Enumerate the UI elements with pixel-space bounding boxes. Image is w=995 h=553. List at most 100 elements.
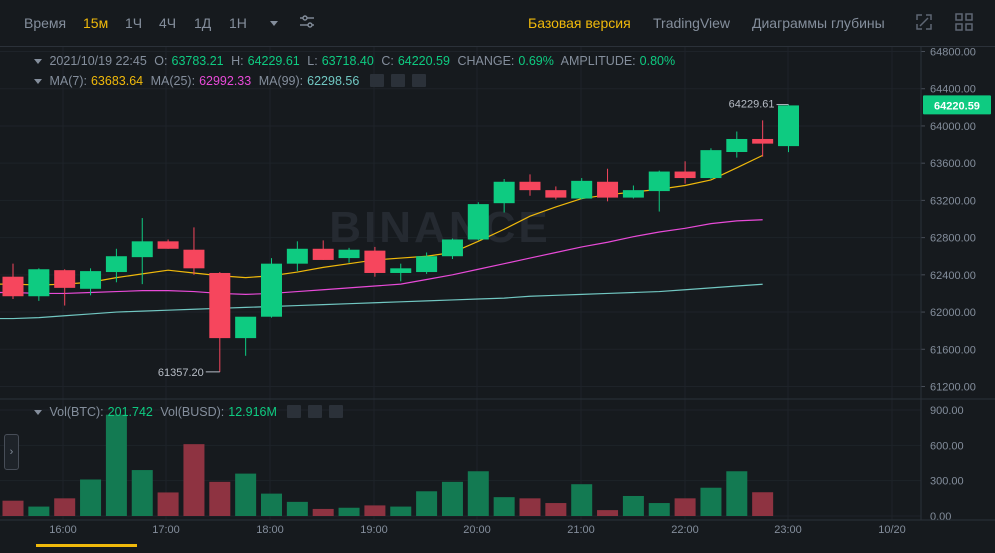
collapse-ma-icon[interactable] (34, 79, 42, 85)
volume-bar (338, 507, 360, 516)
price-tick-label: 62000.00 (930, 307, 976, 319)
candle-body (622, 190, 644, 198)
price-tick-label: 64800.00 (930, 47, 976, 59)
legend-datetime: 2021/10/19 22:45 (49, 54, 147, 68)
remove-ma-icon[interactable] (411, 74, 426, 88)
volume-bars (2, 414, 774, 516)
expand-panel-toggle[interactable]: › (4, 434, 19, 470)
time-tick-label: 16:00 (49, 524, 77, 536)
volume-bar (235, 473, 257, 516)
candle-body (597, 181, 619, 198)
candle-body (467, 204, 489, 240)
interval-4h[interactable]: 4Ч (159, 15, 177, 31)
high-label: H: (231, 54, 244, 68)
volume-bar (54, 498, 76, 516)
candle-body (286, 248, 308, 264)
layout-grid-icon[interactable] (954, 12, 974, 32)
high-marker-label: 64229.61 (729, 99, 775, 111)
ma25-line (0, 219, 763, 295)
candlestick-chart[interactable]: BINANCE 64800.00 64400.00 64000.00 63600.00… (0, 47, 995, 548)
low-value: 63718.40 (321, 54, 374, 68)
ma-legend: MA(7): 63683.64 MA(25): 62992.33 MA(99): 62… (34, 74, 430, 88)
close-value: 64220.59 (397, 54, 450, 68)
remove-volume-icon[interactable] (329, 405, 344, 419)
interval-dropdown-icon[interactable] (266, 12, 286, 32)
interval-1d[interactable]: 1Д (194, 15, 212, 31)
active-tab-underline (36, 544, 137, 547)
volume-bar (261, 493, 282, 516)
candle-body (364, 250, 386, 273)
volume-bar (364, 505, 386, 516)
axes: 64800.00 64400.00 64000.00 63600.00 63200.00… (0, 47, 995, 536)
view-basic[interactable]: Базовая версия (528, 15, 631, 31)
volume-bar (648, 503, 670, 516)
price-tick-label: 61600.00 (930, 344, 976, 356)
interval-15m[interactable]: 15м (83, 15, 109, 31)
collapse-legend-icon[interactable] (34, 59, 42, 65)
volume-tick-label: 300.00 (930, 476, 964, 488)
ma99-line (0, 283, 763, 320)
candle-body (674, 171, 696, 179)
candle-body (157, 241, 179, 249)
low-label: L: (307, 54, 318, 68)
candle-body (209, 272, 231, 339)
ma99-value: 62298.56 (307, 74, 360, 88)
volume-bar (545, 503, 567, 516)
time-tick-label: 19:00 (360, 524, 388, 536)
change-label: CHANGE: (457, 54, 515, 68)
vol-busd-value: 12.916M (228, 405, 277, 419)
volume-bar (519, 498, 541, 516)
volume-tick-label: 0.00 (930, 511, 951, 523)
high-value: 64229.61 (247, 54, 300, 68)
candle-body (261, 263, 282, 317)
candle-body (338, 249, 360, 259)
volume-tick-label: 900.00 (930, 405, 964, 417)
volume-settings-icon[interactable] (308, 405, 323, 419)
collapse-volume-icon[interactable] (34, 410, 42, 416)
ma7-value: 63683.64 (90, 74, 144, 88)
volume-bar (209, 481, 231, 516)
candle-body (700, 150, 722, 179)
volume-bar (752, 492, 774, 516)
volume-bar (571, 484, 593, 516)
chart-area[interactable]: BINANCE 64800.00 64400.00 64000.00 63600.00… (0, 47, 995, 548)
ma-settings-icon[interactable] (390, 74, 405, 88)
candle-body (235, 316, 257, 339)
interval-1w[interactable]: 1Н (229, 15, 247, 31)
candle-body (80, 271, 102, 289)
price-tick-label: 62400.00 (930, 270, 976, 282)
volume-bar (416, 491, 438, 516)
low-marker-label: 61357.20 (158, 367, 204, 379)
interval-1h[interactable]: 1Ч (125, 15, 143, 31)
change-value: 0.69% (518, 54, 554, 68)
candle-body (54, 270, 76, 288)
candle-body (2, 276, 24, 297)
chart-grid (0, 47, 921, 520)
candle-body (493, 181, 515, 204)
candle-body (183, 249, 205, 269)
price-tick-label: 62800.00 (930, 233, 976, 245)
candle-body (312, 248, 334, 260)
volume-bar (28, 506, 50, 516)
view-tradingview[interactable]: TradingView (653, 15, 731, 31)
candle-body (752, 138, 774, 144)
view-depth-chart[interactable]: Диаграммы глубины (752, 15, 885, 31)
volume-bar (726, 471, 748, 516)
close-label: C: (381, 54, 394, 68)
volume-bar (674, 498, 696, 516)
hide-ma-icon[interactable] (369, 74, 384, 88)
indicator-settings-icon[interactable] (297, 12, 317, 32)
current-price-label: 64220.59 (934, 100, 980, 112)
hide-volume-icon[interactable] (287, 405, 302, 419)
vol-btc-value: 201.742 (107, 405, 153, 419)
fullscreen-icon[interactable] (914, 12, 934, 32)
candle-body (105, 256, 127, 273)
time-tick-label: 10/20 (878, 524, 906, 536)
candle-body (545, 190, 567, 198)
price-tick-label: 63600.00 (930, 158, 976, 170)
volume-bar (493, 497, 515, 516)
vol-btc-label: Vol(BTC): (49, 405, 104, 419)
price-tick-label: 64000.00 (930, 121, 976, 133)
ma25-value: 62992.33 (199, 74, 252, 88)
candle-body (648, 171, 670, 192)
